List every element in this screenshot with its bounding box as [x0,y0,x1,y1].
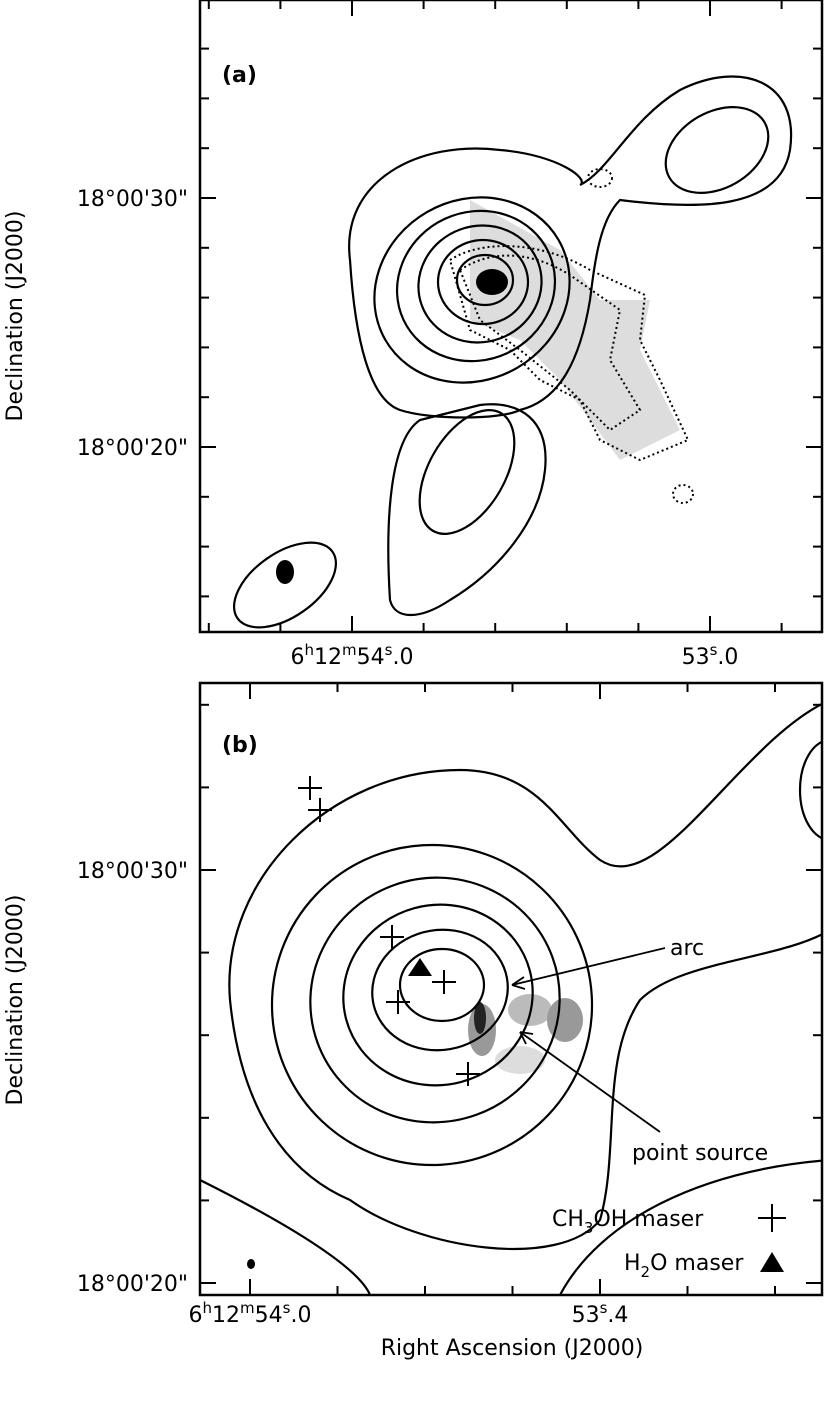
ticks [200,0,822,632]
y-tick-label: 18°00'30" [77,187,188,212]
contours-b [200,702,822,1295]
panel-b: (b) Declination (J2000) 18°00'30" 18°00'… [3,681,824,1361]
y-tick-label: 18°00'20" [77,436,188,461]
y-axis-title: Declination (J2000) [3,895,28,1106]
x-tick-label: 53s.0 [682,641,739,670]
panel-label: (a) [222,63,257,88]
h2o-maser [408,958,432,976]
annotation: arc [670,936,704,961]
y-tick-label: 18°00'20" [77,1272,188,1297]
y-axis-title: Declination (J2000) [3,211,28,422]
panel-label: (b) [222,733,258,758]
ticks [200,683,822,1295]
frame [198,0,824,634]
contours-a [232,75,793,629]
legend-marker [758,1204,786,1232]
x-axis-title: Right Ascension (J2000) [381,1336,644,1361]
x-tick-label: 53s.4 [572,1299,629,1328]
legend-entry: H2O maser [624,1251,744,1281]
legend-marker [760,1252,784,1272]
annotation: point source [632,1141,768,1166]
panel-a: (a) Declination (J2000) 18°00'30" 18°00'… [3,0,824,670]
legend-entry: CH3OH maser [552,1207,704,1237]
ch3oh-masers [298,776,480,1086]
y-tick-label: 18°00'30" [77,859,188,884]
x-tick-label: 6h12m54s.0 [189,1299,312,1328]
x-tick-label: 6h12m54s.0 [291,641,414,670]
frame [198,681,824,1297]
